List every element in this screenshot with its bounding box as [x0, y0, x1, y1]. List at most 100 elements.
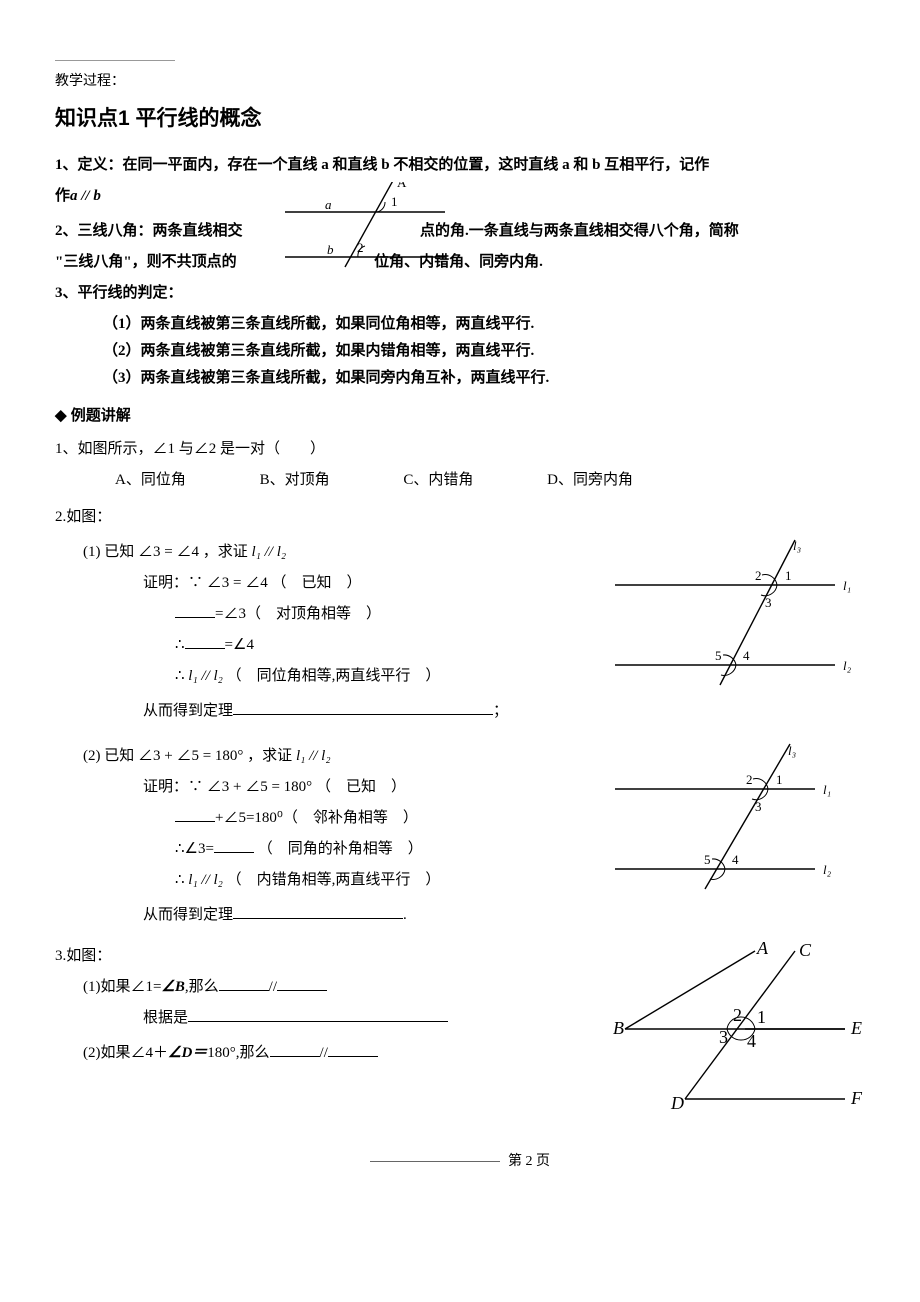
svg-text:2: 2	[746, 772, 753, 787]
q3-1-a: (1)如果∠1=	[83, 979, 161, 995]
q2-2-p4c: （ 内错角相等,两直线平行 ）	[227, 872, 441, 888]
q3-1-c: ,那么	[185, 979, 219, 995]
footer-divider	[370, 1161, 500, 1162]
blank[interactable]	[270, 1041, 320, 1057]
q3-1-b: ∠B	[161, 979, 184, 995]
q2-2-p1a: 证明：∵	[143, 779, 203, 795]
q2-1-stmt: (1) 已知 ∠3 = ∠4 ，求证 l₁ // l₂	[55, 539, 605, 566]
blank[interactable]	[233, 903, 403, 919]
q2-2-proof1: 证明：∵ ∠3 + ∠5 = 180° （ 已知 ）	[55, 774, 605, 801]
page-title: 知识点1 平行线的概念	[55, 100, 865, 138]
page-number: 第 2 页	[508, 1154, 550, 1169]
q2-2-p3b: （ 同角的补角相等 ）	[258, 841, 423, 857]
q2-1-d: l₁ // l₂	[251, 544, 286, 560]
q2-1-theorem: 从而得到定理；	[55, 698, 605, 725]
q2-1-p4c: （ 同位角相等,两直线平行 ）	[227, 668, 441, 684]
q1-options: A、同位角 B、对顶角 C、内错角 D、同旁内角	[55, 467, 865, 494]
q2-2-proof4: ∴ l₁ // l₂ （ 内错角相等,两直线平行 ）	[55, 867, 605, 894]
q2-2-d: l₁ // l₂	[296, 748, 331, 764]
q2-1-proof4: ∴ l₁ // l₂ （ 同位角相等,两直线平行 ）	[55, 663, 605, 690]
svg-text:5: 5	[704, 852, 711, 867]
svg-text:1: 1	[391, 194, 398, 209]
svg-text:3: 3	[755, 799, 762, 814]
q2-2-a: (2) 已知	[83, 748, 134, 764]
svg-text:2: 2	[357, 240, 364, 255]
q2-1-p3a: ∴	[175, 637, 185, 653]
q2-1-p4b: l₁ // l₂	[188, 668, 223, 684]
svg-text:l₂: l₂	[823, 862, 832, 877]
q2-2-proof2: +∠5=180⁰（ 邻补角相等 ）	[55, 805, 605, 832]
blank[interactable]	[277, 975, 327, 991]
q3-1-d: //	[269, 979, 277, 995]
svg-text:2: 2	[733, 1005, 742, 1025]
examples-label: 例题讲解	[71, 408, 131, 424]
svg-text:A: A	[756, 939, 769, 958]
def1-formula-line: 作a // b	[55, 183, 865, 210]
q2-1-proof3: ∴ =∠4	[55, 632, 605, 659]
process-label: 教学过程：	[55, 69, 865, 94]
blank[interactable]	[328, 1041, 378, 1057]
def2-left: 2、三线八角：两条直线相交	[55, 223, 243, 239]
q2-head: 2.如图：	[55, 504, 865, 531]
page-footer: 第 2 页	[55, 1149, 865, 1174]
q3-1-basis: 根据是	[55, 1005, 605, 1032]
svg-text:4: 4	[743, 648, 750, 663]
blank[interactable]	[219, 975, 269, 991]
q3-head: 3.如图：	[55, 943, 605, 970]
q2-1-thm-label: 从而得到定理	[143, 703, 233, 719]
svg-text:1: 1	[785, 568, 792, 583]
q3-2-d: ,那么	[236, 1045, 270, 1061]
def2-line2: "三线八角"，则不共顶点的 位角、内错角、同旁内角.	[55, 249, 865, 276]
svg-text:2: 2	[755, 568, 762, 583]
q2-2-p4a: ∴	[175, 872, 185, 888]
q2-1-proof2: =∠3（ 对顶角相等 ）	[55, 601, 605, 628]
blank[interactable]	[214, 837, 254, 853]
svg-text:l₁: l₁	[823, 782, 831, 797]
svg-text:A: A	[397, 182, 407, 190]
q2-1-c: ，求证	[203, 544, 248, 560]
q2-1-a: (1) 已知	[83, 544, 134, 560]
def2-right: 点的角.一条直线与两条直线相交得八个角，简称	[420, 223, 739, 239]
q2-1-p4a: ∴	[175, 668, 185, 684]
svg-text:4: 4	[747, 1031, 756, 1051]
def1-text: 1、定义：在同一平面内，存在一个直线 a 和直线 b 不相交的位置，这时直线 a…	[55, 157, 709, 173]
svg-text:l₃: l₃	[788, 743, 796, 758]
q1-opt-d: D、同旁内角	[547, 467, 633, 494]
q2-2-stmt: (2) 已知 ∠3 + ∠5 = 180° ，求证 l₁ // l₂	[55, 743, 605, 770]
svg-text:C: C	[799, 940, 812, 960]
svg-text:l₂: l₂	[843, 658, 852, 673]
svg-text:1: 1	[757, 1007, 766, 1027]
figure-parallel-lines-2: l₃l₁l₂21354	[605, 739, 865, 899]
q2-1-proof1: 证明：∵ ∠3 = ∠4 （ 已知 ）	[55, 570, 605, 597]
examples-head: ◆ 例题讲解	[55, 402, 865, 430]
q2-1-p3b: =∠4	[225, 637, 254, 653]
svg-text:b: b	[327, 242, 334, 257]
q3-2-a: (2)如果∠4＋	[83, 1045, 168, 1061]
blank[interactable]	[188, 1006, 448, 1022]
q1: 1、如图所示，∠1 与∠2 是一对（ ）	[55, 436, 865, 463]
q2-2-c: ，求证	[247, 748, 292, 764]
svg-text:D: D	[670, 1093, 684, 1113]
svg-text:3: 3	[765, 595, 772, 610]
q2-2-p1b: ∠3 + ∠5 = 180°	[207, 779, 312, 795]
blank[interactable]	[175, 602, 215, 618]
blank[interactable]	[185, 633, 225, 649]
svg-text:F: F	[850, 1088, 863, 1108]
def3-item-1: （1）两条直线被第三条直线所截，如果同位角相等，两直线平行.	[55, 311, 865, 338]
blank[interactable]	[233, 699, 493, 715]
def1: 1、定义：在同一平面内，存在一个直线 a 和直线 b 不相交的位置，这时直线 a…	[55, 152, 865, 179]
blank[interactable]	[175, 806, 215, 822]
figure-three-line-eight-angle: Aa b 1 2	[285, 182, 455, 277]
q1-opt-a: A、同位角	[115, 467, 186, 494]
q2-1-p1b: ∠3 = ∠4	[207, 575, 268, 591]
q3-2-e: //	[320, 1045, 328, 1061]
q3-2-b: ∠D＝	[168, 1045, 207, 1061]
svg-text:3: 3	[719, 1027, 728, 1047]
q3-1-basis-label: 根据是	[143, 1010, 188, 1026]
svg-text:1: 1	[776, 772, 783, 787]
svg-text:E: E	[850, 1018, 862, 1038]
figure-parallel-lines-1: l₃l₁l₂21354	[605, 535, 865, 695]
q3-2: (2)如果∠4＋∠D＝180°,那么//	[55, 1040, 605, 1067]
svg-text:a: a	[325, 197, 332, 212]
svg-text:B: B	[613, 1018, 624, 1038]
